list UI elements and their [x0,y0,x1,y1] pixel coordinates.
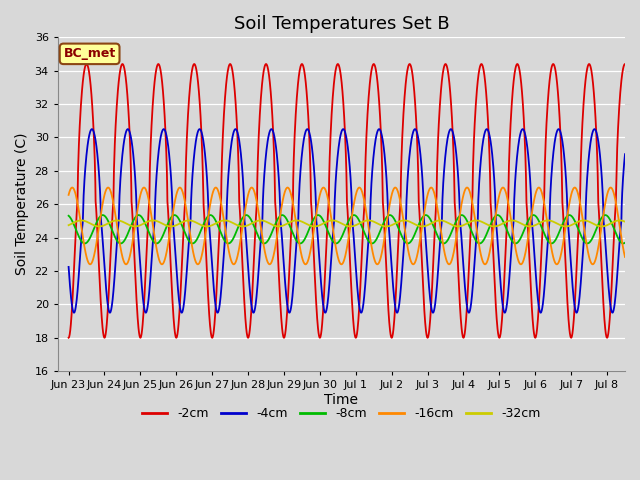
-32cm [598,224,605,229]
-4cm [88,126,96,132]
-32cm [503,218,511,224]
Legend: -2cm, -4cm, -8cm, -16cm, -32cm: -2cm, -4cm, -8cm, -16cm, -32cm [137,402,546,425]
-32cm [221,217,228,223]
Line: -32cm: -32cm [68,220,625,227]
-2cm [621,61,629,67]
-2cm [93,221,101,227]
-8cm [621,240,629,246]
-2cm [335,63,343,69]
-8cm [605,216,613,222]
-16cm [335,259,343,265]
-16cm [503,194,511,200]
Line: -4cm: -4cm [68,129,625,312]
Line: -16cm: -16cm [68,188,625,264]
-8cm [602,212,609,218]
-32cm [93,223,101,229]
-32cm [335,219,343,225]
-16cm [605,186,613,192]
-16cm [321,185,328,191]
Y-axis label: Soil Temperature (C): Soil Temperature (C) [15,133,29,276]
-4cm [93,151,101,156]
Line: -8cm: -8cm [68,215,625,243]
X-axis label: Time: Time [324,393,358,407]
-2cm [321,285,328,290]
-4cm [621,151,629,157]
-8cm [93,219,101,225]
-8cm [503,228,511,233]
-4cm [465,310,473,315]
-32cm [605,221,613,227]
-8cm [65,213,72,219]
-2cm [503,224,511,230]
-16cm [621,254,629,260]
-16cm [68,185,76,191]
-16cm [93,235,101,241]
-4cm [605,294,613,300]
-2cm [605,329,612,335]
Line: -2cm: -2cm [68,64,625,338]
Text: BC_met: BC_met [63,48,116,60]
-4cm [65,264,72,270]
-32cm [605,221,613,227]
-16cm [65,192,72,198]
-2cm [605,326,612,332]
-32cm [65,222,72,228]
Title: Soil Temperatures Set B: Soil Temperatures Set B [234,15,449,33]
-4cm [321,309,328,315]
-32cm [321,220,328,226]
-8cm [321,221,328,227]
-8cm [335,238,343,244]
-16cm [605,186,613,192]
-32cm [621,219,629,225]
-16cm [517,262,525,267]
-2cm [65,335,72,341]
-4cm [504,299,511,304]
-8cm [117,240,125,246]
-4cm [605,291,613,297]
-4cm [335,138,343,144]
-8cm [605,216,613,221]
